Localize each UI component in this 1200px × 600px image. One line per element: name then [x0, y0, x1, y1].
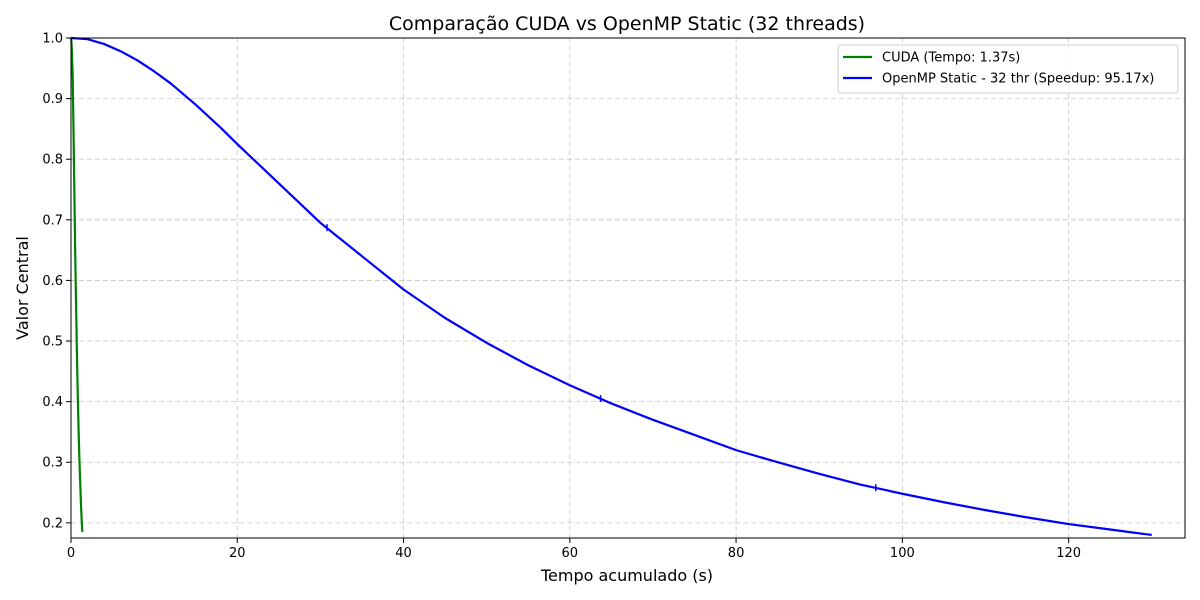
series-layer [69, 36, 1152, 537]
y-tick-label: 0.2 [42, 516, 63, 531]
y-tick-label: 0.9 [42, 92, 63, 107]
x-tick-label: 0 [67, 546, 75, 561]
x-tick-label: 60 [562, 546, 579, 561]
legend-entry: OpenMP Static - 32 thr (Speedup: 95.17x) [882, 72, 1154, 87]
grid [70, 37, 1185, 538]
x-tick-label: 20 [229, 546, 246, 561]
x-tick-label: 80 [728, 546, 745, 561]
x-tick-label: 120 [1056, 546, 1081, 561]
y-tick-label: 0.5 [42, 335, 63, 350]
x-axis-ticks: 0 20 40 60 80 100 120 [67, 538, 1081, 561]
legend-entry: CUDA (Tempo: 1.37s) [882, 51, 1020, 66]
y-tick-label: 1.0 [42, 32, 63, 47]
y-tick-label: 0.4 [42, 395, 63, 410]
series-line-openmp [70, 36, 1152, 537]
y-axis-ticks: 0.2 0.3 0.4 0.5 0.6 0.7 0.8 0.9 1.0 [42, 32, 71, 531]
legend-box [837, 44, 1179, 94]
y-tick-label: 0.8 [42, 153, 63, 168]
plot-background [71, 38, 1185, 538]
chart-title: Comparação CUDA vs OpenMP Static (32 thr… [389, 13, 865, 35]
x-tick-label: 40 [395, 546, 412, 561]
x-tick-label: 100 [890, 546, 915, 561]
x-axis-label: Tempo acumulado (s) [540, 566, 713, 585]
legend: CUDA (Tempo: 1.37s) OpenMP Static - 32 th… [837, 44, 1179, 94]
y-tick-label: 0.7 [42, 213, 63, 228]
y-tick-label: 0.3 [42, 456, 63, 471]
series-line-cuda [69, 37, 84, 533]
y-axis-label: Valor Central [13, 236, 32, 340]
y-tick-label: 0.6 [42, 274, 63, 289]
plot-frame [70, 37, 1186, 539]
